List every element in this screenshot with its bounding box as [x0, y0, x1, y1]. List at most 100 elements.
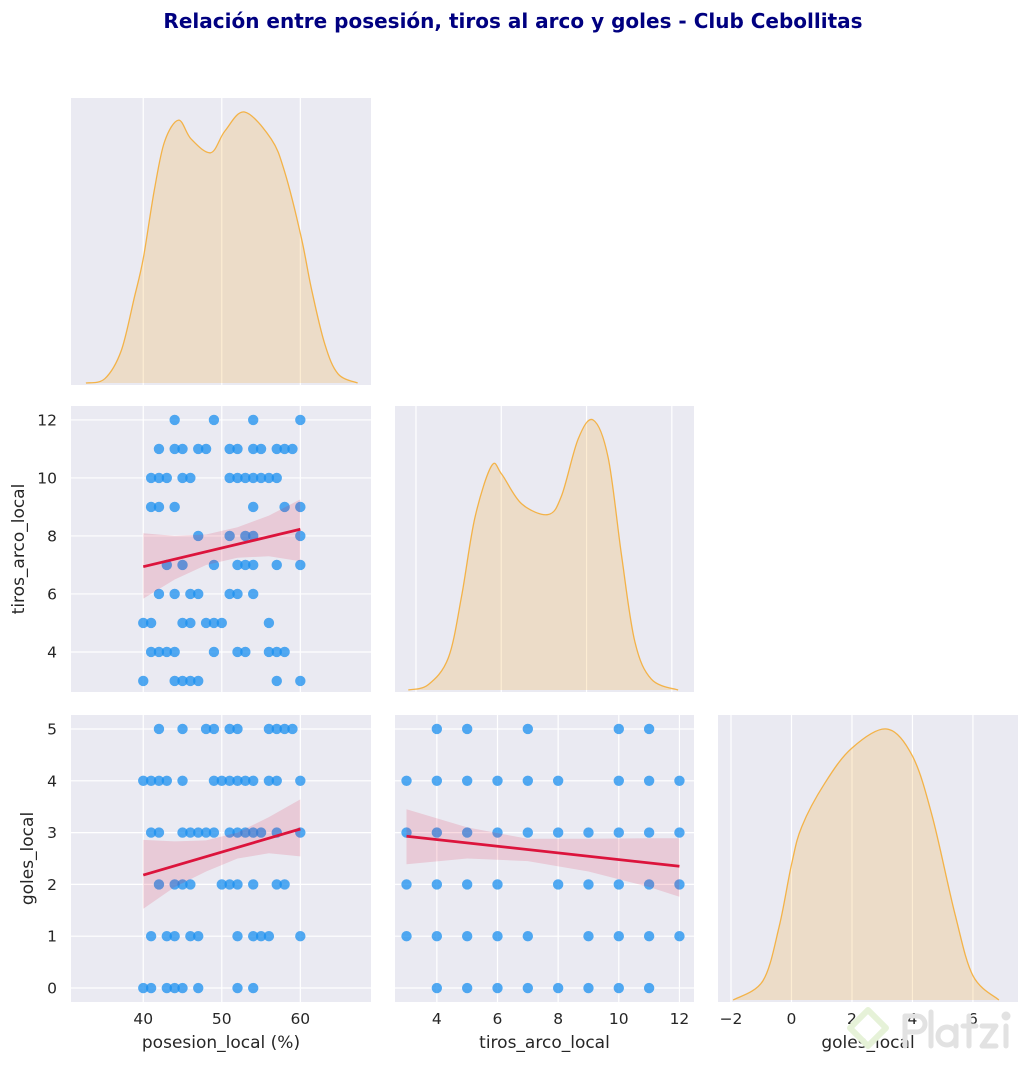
scatter-point: [295, 559, 306, 571]
scatter-point: [643, 879, 655, 890]
panel-background: [718, 715, 1018, 1002]
scatter-point: [177, 559, 188, 571]
scatter-point: [583, 827, 594, 838]
scatter-point: [169, 931, 180, 942]
scatter-point: [287, 723, 298, 735]
scatter-point: [145, 775, 157, 786]
scatter-point: [145, 617, 157, 629]
scatter-point: [153, 588, 165, 600]
panel-background: [395, 715, 694, 1002]
y-tick-label: 5: [47, 720, 57, 738]
scatter-point: [287, 443, 298, 455]
scatter-point: [138, 982, 149, 994]
scatter-point: [145, 931, 157, 942]
scatter-point: [552, 775, 564, 786]
scatter-point: [643, 827, 655, 838]
regression-line: [406, 834, 680, 868]
y-tick-label: 1: [47, 928, 57, 946]
scatter-point: [216, 775, 227, 786]
scatter-point: [193, 931, 204, 942]
y-tick-label: 12: [37, 411, 57, 429]
scatter-point: [153, 775, 165, 786]
scatter-point: [240, 646, 251, 658]
scatter-point: [492, 982, 503, 994]
y-tick-label: 4: [47, 772, 57, 790]
y-axis-label: goles_local: [18, 812, 38, 905]
scatter-point: [232, 646, 243, 658]
scatter-point: [263, 723, 275, 735]
y-tick-label: 0: [47, 980, 57, 998]
x-tick-label: 60: [290, 1010, 310, 1028]
panel-pos-vs-pos: [71, 98, 371, 385]
scatter-point: [200, 617, 212, 629]
scatter-point: [522, 775, 534, 786]
scatter-point: [208, 775, 220, 786]
platzi-watermark-logo: [847, 1007, 1011, 1049]
scatter-point: [153, 443, 165, 455]
scatter-point: [208, 559, 220, 571]
scatter-point: [153, 827, 165, 838]
x-tick-label: 6: [493, 1010, 503, 1028]
scatter-point: [232, 472, 243, 484]
scatter-point: [461, 879, 473, 890]
scatter-point: [224, 530, 235, 542]
scatter-point: [232, 775, 243, 786]
scatter-point: [200, 443, 212, 455]
scatter-point: [247, 931, 259, 942]
scatter-point: [169, 588, 180, 600]
y-tick-label: 10: [37, 469, 57, 487]
scatter-point: [583, 879, 594, 890]
x-tick-label: 2: [847, 1010, 857, 1028]
scatter-point: [177, 723, 188, 735]
scatter-point: [295, 501, 306, 513]
scatter-point: [271, 723, 282, 735]
scatter-point: [240, 559, 251, 571]
regression-line: [142, 827, 301, 877]
scatter-point: [224, 443, 235, 455]
scatter-point: [613, 723, 624, 735]
scatter-point: [177, 982, 188, 994]
scatter-point: [271, 472, 282, 484]
scatter-point: [247, 588, 259, 600]
y-axis-label: tiros_arco_local: [9, 484, 29, 615]
scatter-point: [161, 646, 173, 658]
scatter-point: [200, 723, 212, 735]
scatter-point: [177, 472, 188, 484]
x-tick-label: 10: [609, 1010, 629, 1028]
scatter-point: [431, 775, 443, 786]
scatter-point: [492, 931, 503, 942]
kde-line-goles: [732, 728, 1000, 1001]
scatter-point: [461, 982, 473, 994]
x-tick-label: 50: [212, 1010, 232, 1028]
scatter-point: [232, 931, 243, 942]
scatter-point: [263, 931, 275, 942]
scatter-point: [177, 617, 188, 629]
scatter-point: [232, 443, 243, 455]
scatter-point: [193, 443, 204, 455]
scatter-point: [177, 775, 188, 786]
scatter-point: [169, 414, 180, 426]
x-tick-label: 8: [553, 1010, 563, 1028]
scatter-point: [208, 723, 220, 735]
scatter-point: [208, 646, 220, 658]
x-axis-label: tiros_arco_local: [479, 1033, 610, 1053]
scatter-point: [232, 879, 243, 890]
scatter-point: [295, 530, 306, 542]
scatter-point: [247, 982, 259, 994]
scatter-point: [224, 775, 235, 786]
scatter-point: [643, 775, 655, 786]
scatter-point: [522, 982, 534, 994]
scatter-point: [255, 827, 267, 838]
scatter-point: [522, 931, 534, 942]
scatter-point: [674, 931, 685, 942]
scatter-point: [145, 827, 157, 838]
kde-line-pos: [85, 111, 358, 384]
scatter-point: [643, 931, 655, 942]
scatter-point: [401, 775, 412, 786]
scatter-point: [552, 982, 564, 994]
scatter-point: [613, 827, 624, 838]
scatter-point: [247, 559, 259, 571]
panel-background: [395, 406, 694, 692]
